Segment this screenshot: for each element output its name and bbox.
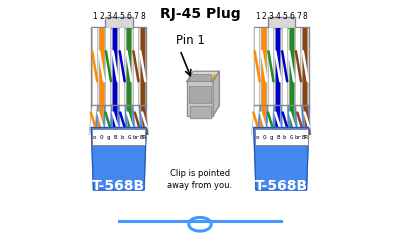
Text: 7: 7: [134, 12, 138, 21]
Bar: [92, 129, 145, 146]
Text: Clip is pointed
away from you.: Clip is pointed away from you.: [168, 169, 232, 190]
Polygon shape: [91, 105, 146, 128]
Bar: [189, 86, 211, 103]
Text: 2: 2: [99, 12, 104, 21]
Bar: [254, 28, 309, 105]
Text: Pin 1: Pin 1: [176, 34, 205, 46]
Text: 5: 5: [120, 12, 125, 21]
Polygon shape: [254, 128, 309, 190]
Polygon shape: [213, 71, 219, 116]
Text: O: O: [262, 135, 266, 140]
Text: br: br: [132, 135, 140, 140]
Text: o: o: [256, 135, 259, 140]
Text: 6: 6: [289, 12, 294, 21]
Text: 1: 1: [92, 12, 97, 21]
Text: b: b: [120, 135, 124, 140]
Text: B: B: [276, 135, 280, 140]
Text: 3: 3: [106, 12, 111, 21]
Text: RJ-45 Plug: RJ-45 Plug: [160, 7, 240, 21]
Text: g: g: [269, 135, 273, 140]
Text: 4: 4: [113, 12, 118, 21]
Polygon shape: [91, 128, 146, 190]
Text: 6: 6: [127, 12, 132, 21]
Text: g: g: [107, 135, 110, 140]
Bar: [255, 129, 308, 146]
Bar: [91, 28, 146, 105]
Bar: [189, 74, 211, 80]
Polygon shape: [254, 105, 309, 128]
Text: 4: 4: [275, 12, 280, 21]
Text: G: G: [127, 135, 131, 140]
Text: T-568B: T-568B: [92, 179, 145, 193]
Text: BR: BR: [139, 135, 146, 140]
Bar: [105, 18, 132, 28]
Text: 2: 2: [262, 12, 266, 21]
Text: br: br: [295, 135, 302, 140]
Text: 1: 1: [255, 12, 260, 21]
Text: b: b: [283, 135, 286, 140]
Polygon shape: [190, 106, 210, 118]
Text: o: o: [93, 135, 96, 140]
Polygon shape: [187, 81, 213, 116]
Text: T-568B: T-568B: [255, 179, 308, 193]
Text: B: B: [114, 135, 117, 140]
Text: 7: 7: [296, 12, 301, 21]
Polygon shape: [187, 71, 219, 81]
Text: G: G: [290, 135, 293, 140]
Text: 5: 5: [282, 12, 287, 21]
Text: O: O: [100, 135, 103, 140]
Text: 3: 3: [268, 12, 273, 21]
Text: BR: BR: [302, 135, 309, 140]
Bar: [268, 18, 295, 28]
Text: 8: 8: [303, 12, 308, 21]
Text: 8: 8: [140, 12, 145, 21]
